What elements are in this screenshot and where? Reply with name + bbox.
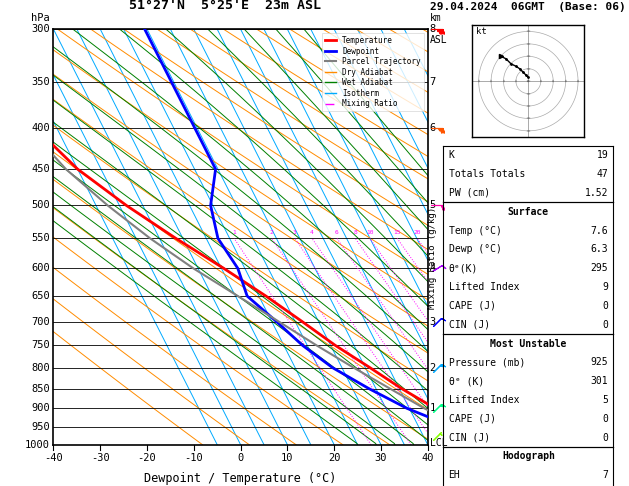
- Text: θᵉ (K): θᵉ (K): [448, 376, 484, 386]
- Text: 1000: 1000: [25, 440, 50, 450]
- Text: 750: 750: [31, 340, 50, 350]
- Text: θᵉ(K): θᵉ(K): [448, 263, 478, 273]
- Legend: Temperature, Dewpoint, Parcel Trajectory, Dry Adiabat, Wet Adiabat, Isotherm, Mi: Temperature, Dewpoint, Parcel Trajectory…: [321, 33, 424, 111]
- Text: -10: -10: [184, 453, 203, 463]
- Text: 51°27'N  5°25'E  23m ASL: 51°27'N 5°25'E 23m ASL: [129, 0, 321, 12]
- Text: PW (cm): PW (cm): [448, 188, 489, 198]
- Text: CIN (J): CIN (J): [448, 433, 489, 443]
- Text: 3: 3: [430, 316, 436, 327]
- Text: LCL: LCL: [430, 438, 447, 448]
- Text: Most Unstable: Most Unstable: [490, 339, 567, 348]
- Text: -40: -40: [44, 453, 63, 463]
- Text: Surface: Surface: [508, 207, 549, 217]
- Text: 500: 500: [31, 200, 50, 210]
- Text: Temp (°C): Temp (°C): [448, 226, 501, 236]
- Text: 9: 9: [603, 282, 608, 292]
- Text: 0: 0: [603, 320, 608, 330]
- Text: 20: 20: [413, 230, 421, 235]
- Text: 10: 10: [281, 453, 294, 463]
- Text: CAPE (J): CAPE (J): [448, 301, 496, 311]
- Text: 0: 0: [603, 433, 608, 443]
- Text: CAPE (J): CAPE (J): [448, 414, 496, 424]
- Text: Lifted Index: Lifted Index: [448, 282, 519, 292]
- Text: 5: 5: [430, 200, 436, 210]
- Text: 850: 850: [31, 383, 50, 394]
- Text: 0: 0: [603, 301, 608, 311]
- Text: 1.52: 1.52: [585, 188, 608, 198]
- Text: 2: 2: [270, 230, 274, 235]
- Text: Mixing Ratio (g/kg): Mixing Ratio (g/kg): [428, 207, 437, 309]
- Text: 600: 600: [31, 263, 50, 274]
- Text: 2: 2: [430, 363, 436, 373]
- Text: 900: 900: [31, 403, 50, 413]
- Text: 1: 1: [430, 403, 436, 413]
- Text: 300: 300: [31, 24, 50, 34]
- Text: 650: 650: [31, 291, 50, 301]
- Text: 40: 40: [421, 453, 434, 463]
- Text: ASL: ASL: [430, 35, 447, 45]
- Text: Hodograph: Hodograph: [502, 451, 555, 462]
- Text: Lifted Index: Lifted Index: [448, 395, 519, 405]
- Text: EH: EH: [448, 470, 460, 480]
- Text: 950: 950: [31, 422, 50, 432]
- Text: Dewpoint / Temperature (°C): Dewpoint / Temperature (°C): [145, 472, 337, 485]
- Text: 4: 4: [430, 263, 436, 274]
- Text: kt: kt: [476, 27, 487, 36]
- Text: Totals Totals: Totals Totals: [448, 169, 525, 179]
- Text: CIN (J): CIN (J): [448, 320, 489, 330]
- Text: 30: 30: [375, 453, 387, 463]
- Text: -30: -30: [91, 453, 109, 463]
- Text: hPa: hPa: [31, 13, 50, 23]
- Text: 29.04.2024  06GMT  (Base: 06): 29.04.2024 06GMT (Base: 06): [430, 2, 626, 12]
- Text: 20: 20: [328, 453, 340, 463]
- Text: 800: 800: [31, 363, 50, 373]
- Text: 6: 6: [335, 230, 339, 235]
- Text: 47: 47: [596, 169, 608, 179]
- Text: 10: 10: [366, 230, 374, 235]
- Text: 4: 4: [310, 230, 314, 235]
- Text: 7: 7: [603, 470, 608, 480]
- Text: Dewp (°C): Dewp (°C): [448, 244, 501, 254]
- Text: 925: 925: [591, 357, 608, 367]
- Text: 6: 6: [430, 123, 436, 134]
- Text: 6.3: 6.3: [591, 244, 608, 254]
- Text: 550: 550: [31, 233, 50, 243]
- Text: K: K: [448, 150, 454, 160]
- Text: 400: 400: [31, 123, 50, 134]
- Text: 5: 5: [603, 395, 608, 405]
- Text: 3: 3: [293, 230, 297, 235]
- Text: 350: 350: [31, 77, 50, 87]
- Text: 1: 1: [232, 230, 236, 235]
- Text: -20: -20: [138, 453, 157, 463]
- Text: 8: 8: [353, 230, 357, 235]
- Text: 7.6: 7.6: [591, 226, 608, 236]
- Text: km: km: [430, 13, 442, 23]
- Text: 301: 301: [591, 376, 608, 386]
- Text: 0: 0: [603, 414, 608, 424]
- Text: Pressure (mb): Pressure (mb): [448, 357, 525, 367]
- Text: 19: 19: [596, 150, 608, 160]
- Text: 15: 15: [393, 230, 401, 235]
- Text: 8: 8: [430, 24, 436, 34]
- Text: 0: 0: [238, 453, 243, 463]
- Text: 295: 295: [591, 263, 608, 273]
- Text: 450: 450: [31, 164, 50, 174]
- Text: 7: 7: [430, 77, 436, 87]
- Text: 700: 700: [31, 316, 50, 327]
